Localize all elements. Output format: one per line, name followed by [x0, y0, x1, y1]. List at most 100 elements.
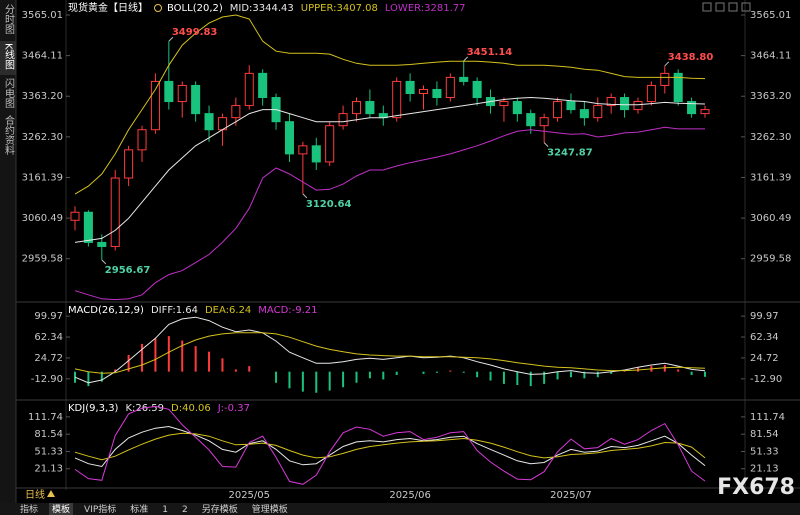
y-tick-label-right: 3161.39	[750, 172, 791, 183]
candle-body	[620, 97, 630, 111]
icon[interactable]	[741, 2, 751, 12]
candle-body	[70, 211, 80, 221]
series-line	[74, 332, 706, 374]
sidebar-tab[interactable]: 分时图	[3, 4, 15, 35]
candle-body	[298, 145, 308, 155]
icon[interactable]	[715, 2, 725, 12]
toolbar-item[interactable]: 模板	[52, 503, 70, 515]
candle-body	[164, 80, 174, 103]
y-tick-label: 3161.39	[22, 172, 63, 183]
candle-body	[177, 84, 187, 103]
candle-body	[445, 76, 455, 99]
candle-body	[660, 72, 670, 86]
y-tick-label-right: 111.74	[750, 412, 785, 423]
sidebar-tab[interactable]: 合约资料	[3, 114, 15, 156]
candle-body	[325, 125, 335, 163]
series-line	[74, 126, 705, 301]
y-tick-label-right: 3262.30	[750, 132, 791, 143]
y-tick-label-right: 2959.58	[750, 254, 791, 265]
toolbar-item[interactable]: 2	[182, 505, 188, 515]
series-line	[74, 316, 706, 384]
candle-body	[459, 76, 469, 82]
y-tick-label: 24.72	[34, 353, 63, 364]
candle-body	[526, 113, 536, 127]
y-tick-label-right: 99.97	[750, 311, 779, 322]
candle-body	[673, 72, 683, 103]
y-tick-label-right: 51.33	[750, 446, 779, 457]
toolbar-item[interactable]: 指标	[20, 503, 38, 515]
y-tick-label-right: 21.13	[750, 464, 779, 475]
y-tick-label: 3060.49	[22, 213, 63, 224]
candle-body	[432, 88, 442, 99]
y-tick-label: 111.74	[28, 412, 63, 423]
x-tick-label: 2025/05	[228, 490, 270, 501]
y-tick-label-right: 81.54	[750, 429, 779, 440]
annotation-leader	[168, 36, 174, 42]
toolbar-item[interactable]: 另存模板	[202, 503, 238, 515]
legend-item: LOWER:3281.77	[385, 3, 466, 14]
settings-icon[interactable]	[154, 4, 162, 12]
sidebar-active	[0, 41, 16, 75]
low-label: 3247.87	[547, 148, 593, 159]
candle-body	[512, 101, 522, 115]
candle-body	[83, 211, 93, 243]
candle-body	[97, 241, 107, 247]
legend-item: J:-0.37	[217, 403, 250, 414]
candle-body	[633, 101, 643, 111]
toolbar-active	[49, 503, 74, 515]
annotation-leader	[463, 56, 469, 62]
sidebar-tab[interactable]: K线图	[3, 43, 15, 70]
series-line	[74, 432, 706, 461]
candle-body	[351, 101, 362, 115]
candle-body	[258, 72, 268, 99]
toolbar-item[interactable]: VIP指标	[84, 503, 116, 515]
y-tick-label: 51.33	[34, 446, 63, 457]
low-label: 3120.64	[306, 199, 352, 210]
legend-item: MACD(26,12,9)	[68, 305, 144, 316]
candle-body	[124, 149, 134, 179]
watermark: FX678	[717, 475, 795, 500]
candle-body	[539, 117, 549, 127]
low-label: 2956.67	[105, 265, 151, 276]
icon[interactable]	[702, 2, 712, 12]
candle-body	[244, 72, 254, 107]
legend-item: DIFF:1.64	[151, 305, 198, 316]
candle-body	[646, 84, 656, 103]
y-tick-label: -12.90	[31, 374, 63, 385]
x-tick-label: 2025/06	[389, 490, 431, 501]
icon[interactable]	[728, 2, 738, 12]
panel: MACD(26,12,9) DIFF:1.64 DEA:6.24 MACD:-9.21…	[31, 305, 782, 393]
annotation-leader	[664, 61, 670, 67]
y-tick-label-right: 62.34	[750, 332, 779, 343]
period-arrow[interactable]	[47, 490, 55, 497]
candle-body	[499, 101, 509, 107]
candle-body	[418, 88, 429, 94]
toolbar-item[interactable]: 管理模板	[252, 503, 288, 515]
series-line	[74, 425, 706, 468]
toolbar-item[interactable]: 标准	[130, 503, 148, 515]
y-tick-label: 2959.58	[22, 254, 63, 265]
high-label: 3499.83	[172, 27, 218, 38]
candle-body	[405, 80, 415, 94]
candle-body	[311, 145, 321, 163]
y-tick-label-right: 3464.11	[750, 51, 791, 62]
legend-item: BOLL(20,2)	[167, 3, 223, 14]
y-tick-label: 3464.11	[22, 51, 63, 62]
sidebar	[0, 0, 16, 503]
candle-body	[553, 101, 563, 119]
legend-item: MACD:-9.21	[258, 305, 317, 316]
candle-body	[472, 80, 482, 99]
high-label: 3438.80	[668, 52, 714, 63]
panel: 现货黄金【日线】 BOLL(20,2) MID:3344.43 UPPER:3407.…	[22, 1, 792, 501]
legend-item: DEA:6.24	[205, 305, 251, 316]
period-label[interactable]: 日线	[25, 488, 45, 501]
candle-body	[606, 97, 616, 107]
y-tick-label-right: -12.90	[750, 374, 782, 385]
series-line	[74, 405, 706, 485]
toolbar-item[interactable]: 1	[162, 505, 168, 515]
y-tick-label: 3565.01	[22, 10, 63, 21]
candle-body	[110, 177, 120, 247]
candle-body	[566, 101, 576, 111]
y-tick-label: 3363.20	[22, 91, 63, 102]
sidebar-tab[interactable]: 闪电图	[3, 77, 15, 109]
